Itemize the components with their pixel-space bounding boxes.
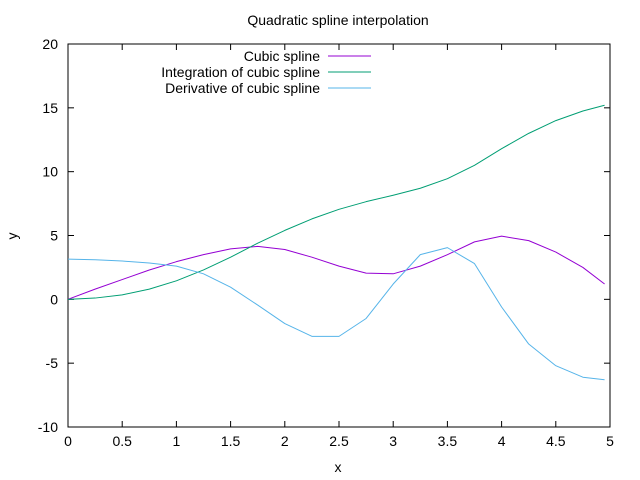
series-line-2 bbox=[67, 247, 605, 381]
y-tick-label: 15 bbox=[42, 100, 58, 116]
y-tick-label: 10 bbox=[42, 164, 58, 180]
x-tick-label: 0.5 bbox=[112, 433, 132, 449]
x-tick-label: 3 bbox=[389, 433, 397, 449]
x-tick-label: 4 bbox=[498, 433, 506, 449]
plot-frame bbox=[67, 43, 611, 428]
legend-label: Derivative of cubic spline bbox=[165, 80, 320, 96]
y-tick-label: 0 bbox=[50, 291, 58, 307]
x-tick-label: 2 bbox=[281, 433, 289, 449]
legend-label: Cubic spline bbox=[244, 48, 320, 64]
x-axis-label: x bbox=[335, 459, 342, 475]
x-tick-label: 0 bbox=[64, 433, 72, 449]
x-tick-label: 2.5 bbox=[329, 433, 349, 449]
legend-label: Integration of cubic spline bbox=[161, 64, 320, 80]
x-tick-label: 3.5 bbox=[438, 433, 458, 449]
chart-title: Quadratic spline interpolation bbox=[247, 12, 428, 28]
x-tick-label: 5 bbox=[606, 433, 614, 449]
ticks: 0 0.5 1 1.5 2 2.5 3 3.5 4 4.5 5 -10 -5 0 5 10 15 20 bbox=[38, 36, 614, 449]
series-line-1 bbox=[67, 104, 605, 300]
series-group bbox=[67, 104, 605, 381]
y-tick-label: 5 bbox=[50, 228, 58, 244]
y-axis-label: y bbox=[4, 233, 20, 240]
series-line-0 bbox=[67, 235, 605, 300]
x-tick-label: 1.5 bbox=[221, 433, 241, 449]
x-tick-label: 4.5 bbox=[546, 433, 566, 449]
y-tick-label: -5 bbox=[46, 355, 59, 371]
y-tick-label: -10 bbox=[38, 419, 58, 435]
x-tick-label: 1 bbox=[173, 433, 181, 449]
y-tick-label: 20 bbox=[42, 36, 58, 52]
